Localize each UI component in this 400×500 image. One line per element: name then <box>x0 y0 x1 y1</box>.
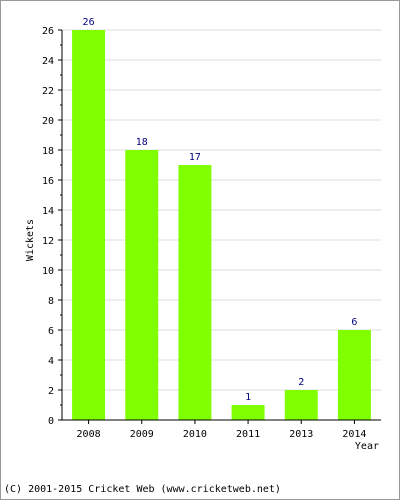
bar <box>178 165 212 420</box>
copyright-footer: (C) 2001-2015 Cricket Web (www.cricketwe… <box>4 484 281 495</box>
bar <box>231 405 265 420</box>
x-tick-label: 2008 <box>77 429 101 440</box>
y-tick-label: 18 <box>42 146 54 157</box>
x-axis-label: Year <box>355 441 379 452</box>
y-tick-label: 26 <box>42 26 54 37</box>
axes <box>61 30 381 421</box>
bar <box>284 390 318 420</box>
y-axis-label: Wickets <box>25 219 36 261</box>
y-tick-label: 24 <box>42 56 54 67</box>
y-tick-label: 2 <box>48 386 54 397</box>
x-tick-label: 2009 <box>130 429 154 440</box>
data-label: 17 <box>189 152 201 163</box>
data-label: 2 <box>298 377 304 388</box>
grid-lines <box>62 29 381 391</box>
x-tick-label: 2010 <box>183 429 207 440</box>
y-tick-label: 8 <box>48 296 54 307</box>
y-tick-label: 0 <box>48 416 54 427</box>
y-tick-label: 4 <box>48 356 54 367</box>
data-label: 6 <box>351 317 357 328</box>
bar <box>72 30 106 420</box>
y-tick-label: 14 <box>42 206 54 217</box>
bar <box>337 330 371 420</box>
x-tick-label: 2011 <box>236 429 260 440</box>
x-tick-label: 2013 <box>289 429 313 440</box>
y-tick-label: 12 <box>42 236 54 247</box>
y-tick-label: 16 <box>42 176 54 187</box>
x-axis-ticks: 2008 2009 2010 2011 2013 2014 <box>77 420 366 440</box>
y-tick-label: 20 <box>42 116 54 127</box>
bar <box>125 150 159 420</box>
y-tick-label: 22 <box>42 86 54 97</box>
data-label: 18 <box>136 137 148 148</box>
data-label: 1 <box>245 392 251 403</box>
y-tick-label: 6 <box>48 326 54 337</box>
y-tick-label: 10 <box>42 266 54 277</box>
bars <box>72 30 371 420</box>
x-tick-label: 2014 <box>342 429 366 440</box>
data-label: 26 <box>83 17 95 28</box>
